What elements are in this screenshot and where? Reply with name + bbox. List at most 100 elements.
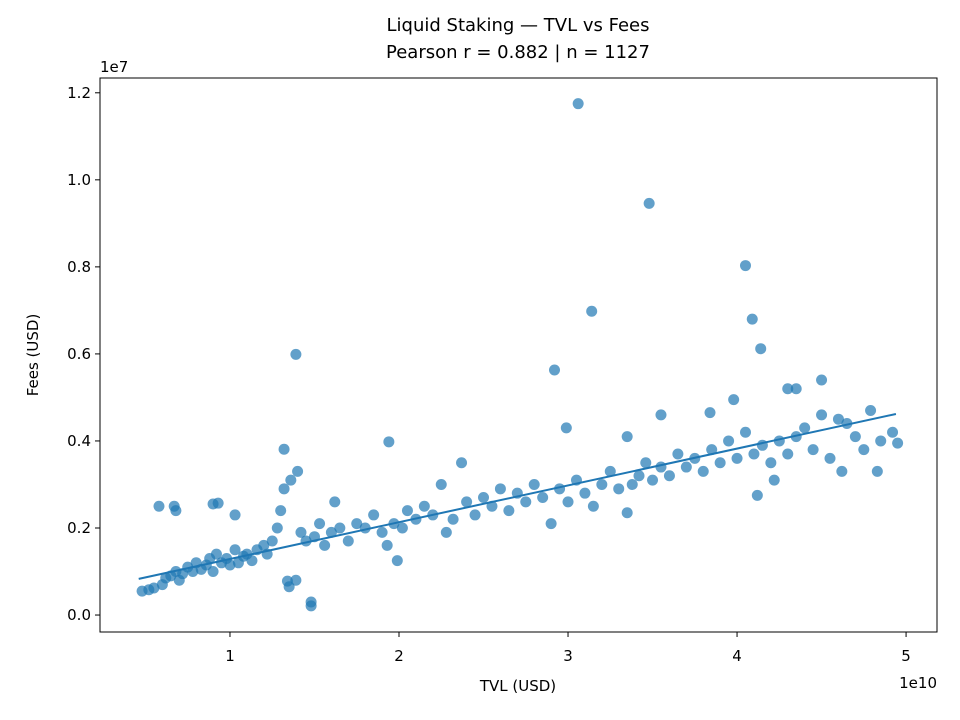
scatter-point bbox=[266, 535, 278, 547]
y-tick-label: 1.0 bbox=[67, 171, 91, 189]
scatter-point bbox=[799, 422, 811, 434]
scatter-point bbox=[604, 465, 616, 477]
scatter-point bbox=[401, 505, 413, 517]
scatter-point bbox=[672, 448, 684, 460]
x-axis-label: TVL (USD) bbox=[479, 677, 556, 695]
scatter-point bbox=[494, 483, 506, 495]
scatter-point bbox=[447, 513, 459, 525]
scatter-point bbox=[224, 559, 236, 571]
scatter-point bbox=[187, 566, 199, 578]
scatter-point bbox=[739, 260, 751, 272]
scatter-point bbox=[290, 348, 302, 360]
scatter-point bbox=[440, 526, 452, 538]
scatter-point bbox=[887, 426, 899, 438]
x-tick-label: 1 bbox=[225, 647, 235, 665]
scatter-point bbox=[435, 478, 447, 490]
scatter-point bbox=[170, 505, 182, 517]
scatter-point bbox=[596, 478, 608, 490]
scatter-point bbox=[892, 437, 904, 449]
scatter-point bbox=[723, 435, 735, 447]
scatter-point bbox=[572, 98, 584, 110]
scatter-point bbox=[748, 448, 760, 460]
scatter-point bbox=[305, 596, 317, 608]
y-tick-label: 0.8 bbox=[67, 258, 91, 276]
scatter-point bbox=[832, 413, 844, 425]
scatter-point bbox=[545, 518, 557, 530]
scatter-point bbox=[782, 448, 794, 460]
y-axis-label: Fees (USD) bbox=[24, 314, 42, 397]
scatter-point bbox=[148, 582, 160, 594]
scatter-point bbox=[528, 478, 540, 490]
scatter-point bbox=[520, 496, 532, 508]
scatter-point bbox=[285, 474, 297, 486]
scatter-point bbox=[816, 409, 828, 421]
scatter-point bbox=[278, 483, 290, 495]
y-tick-label: 0.2 bbox=[67, 519, 91, 537]
scatter-point bbox=[503, 505, 515, 517]
scatter-point bbox=[418, 500, 430, 512]
scatter-point bbox=[824, 452, 836, 464]
scatter-point bbox=[865, 404, 877, 416]
scatter-point bbox=[613, 483, 625, 495]
scatter-point bbox=[697, 465, 709, 477]
y-tick-label: 0.0 bbox=[67, 606, 91, 624]
x-offset-label: 1e10 bbox=[899, 674, 937, 692]
scatter-point bbox=[655, 461, 667, 473]
scatter-point bbox=[376, 526, 388, 538]
scatter-point bbox=[469, 509, 481, 521]
scatter-point bbox=[858, 444, 870, 456]
scatter-point bbox=[381, 539, 393, 551]
scatter-point bbox=[278, 443, 290, 455]
x-tick-label: 3 bbox=[563, 647, 573, 665]
x-tick-label: 4 bbox=[732, 647, 742, 665]
scatter-point bbox=[739, 426, 751, 438]
scatter-point bbox=[816, 374, 828, 386]
chart-title: Liquid Staking — TVL vs Fees bbox=[387, 15, 650, 36]
scatter-point bbox=[258, 539, 270, 551]
scatter-point bbox=[849, 431, 861, 443]
scatter-point bbox=[329, 496, 341, 508]
scatter-point bbox=[212, 497, 224, 509]
scatter-point bbox=[841, 418, 853, 430]
scatter-point bbox=[229, 509, 241, 521]
scatter-point bbox=[704, 407, 716, 419]
scatter-point bbox=[275, 505, 287, 517]
scatter-point bbox=[560, 422, 572, 434]
scatter-point bbox=[714, 457, 726, 469]
scatter-point bbox=[562, 496, 574, 508]
scatter-point bbox=[210, 548, 222, 560]
x-tick-label: 5 bbox=[901, 647, 911, 665]
scatter-point bbox=[587, 500, 599, 512]
scatter-point bbox=[325, 526, 337, 538]
scatter-point bbox=[621, 507, 633, 519]
scatter-point bbox=[782, 383, 794, 395]
scatter-point bbox=[271, 522, 283, 534]
scatter-point bbox=[640, 457, 652, 469]
scatter-point bbox=[351, 518, 363, 530]
scatter-point bbox=[246, 555, 258, 567]
scatter-point bbox=[579, 487, 591, 499]
scatter-point bbox=[207, 566, 219, 578]
scatter-point bbox=[334, 522, 346, 534]
scatter-point bbox=[643, 197, 655, 209]
scatter-point bbox=[680, 461, 692, 473]
scatter-point bbox=[319, 539, 331, 551]
scatter-point bbox=[765, 457, 777, 469]
scatter-point bbox=[229, 544, 241, 556]
scatter-point bbox=[295, 526, 307, 538]
scatter-point bbox=[875, 435, 887, 447]
scatter-point bbox=[836, 465, 848, 477]
scatter-point bbox=[396, 522, 408, 534]
scatter-point bbox=[456, 457, 468, 469]
scatter-point bbox=[755, 343, 767, 355]
scatter-point bbox=[655, 409, 667, 421]
scatter-point bbox=[768, 474, 780, 486]
scatter-point bbox=[706, 444, 718, 456]
x-tick-label: 2 bbox=[394, 647, 404, 665]
scatter-point bbox=[621, 431, 633, 443]
scatter-point bbox=[368, 509, 380, 521]
scatter-point bbox=[383, 436, 395, 448]
scatter-point bbox=[647, 474, 659, 486]
scatter-point bbox=[626, 478, 638, 490]
